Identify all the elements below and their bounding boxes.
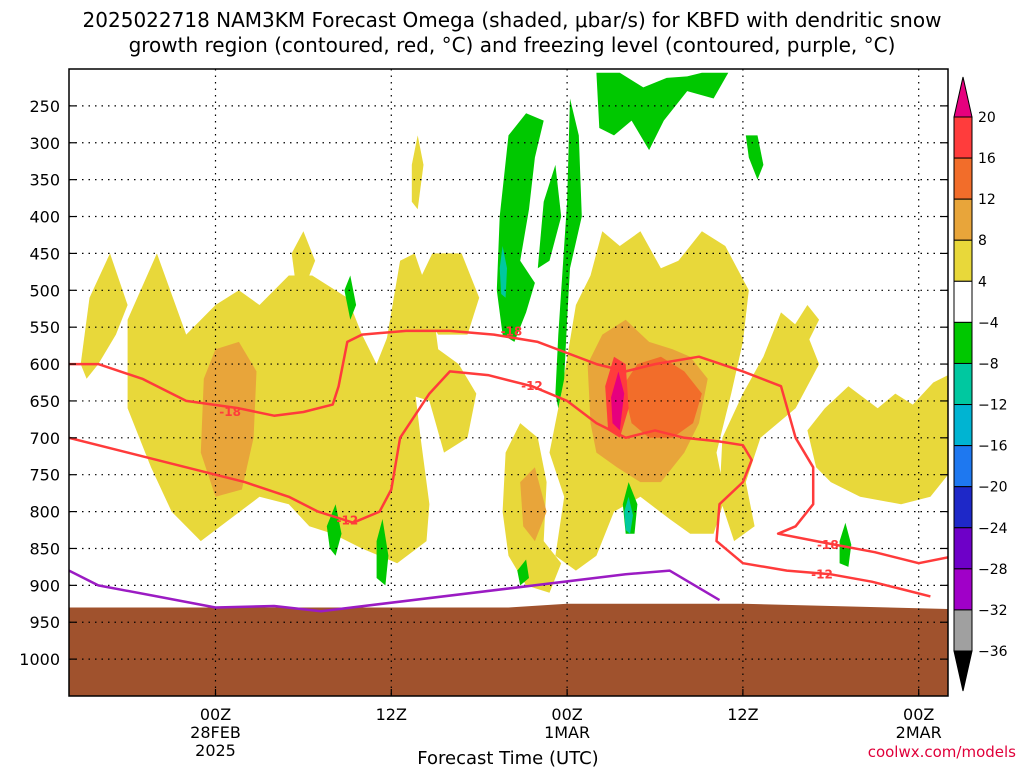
contour-label: -18 xyxy=(219,405,241,419)
colorbar-segment xyxy=(953,239,973,282)
colorbar-tick-label: −32 xyxy=(978,603,1008,619)
colorbar-tick-label: −8 xyxy=(978,356,999,372)
omega-region-up_4_8 xyxy=(80,253,128,379)
omega-region-up_4_8 xyxy=(127,253,430,564)
omega-region-up_4_8 xyxy=(382,253,477,453)
colorbar-segment xyxy=(953,609,973,652)
omega-region-up_4_8 xyxy=(411,135,424,210)
omega-region-up_4_8 xyxy=(719,312,820,542)
contour-label: -12 xyxy=(337,513,359,527)
x-tick-label: 00Z xyxy=(903,705,934,724)
colorbar-bottom-arrow xyxy=(953,650,973,692)
colorbar-tick-label: −24 xyxy=(978,521,1008,537)
colorbar: 20 16 12 8 4 −4 −8 −12 −16 −20 −24 −28 −32 −36 xyxy=(953,76,1008,692)
colorbar-tick-label: −36 xyxy=(978,644,1008,660)
y-axis: 250 300 350 400 450 500 550 600 650 700 750 800 850 9… xyxy=(19,97,948,669)
x-axis-label: Forecast Time (UTC) xyxy=(417,748,598,768)
colorbar-segment xyxy=(953,527,973,570)
y-tick-label: 450 xyxy=(29,244,60,263)
colorbar-tick-label: −16 xyxy=(978,439,1008,455)
x-tick-label: 00Z xyxy=(200,705,231,724)
colorbar-segment xyxy=(953,157,973,200)
y-tick-label: 700 xyxy=(29,429,60,448)
colorbar-segment xyxy=(953,321,973,364)
omega-region-up_gt_20 xyxy=(611,371,625,431)
x-tick-label: 12Z xyxy=(727,705,758,724)
colorbar-segment xyxy=(953,404,973,447)
contour-line xyxy=(69,569,721,613)
y-tick-label: 550 xyxy=(29,318,60,337)
y-tick-label: 500 xyxy=(29,281,60,300)
colorbar-tick-label: −28 xyxy=(978,562,1008,578)
omega-region-down_8_12 xyxy=(624,496,633,534)
contour-line xyxy=(69,329,948,565)
y-tick-label: 950 xyxy=(29,613,60,632)
plot-frame xyxy=(68,68,949,697)
colorbar-segment xyxy=(953,198,973,241)
x-tick-label: 2025 xyxy=(195,741,236,760)
colorbar-top-arrow xyxy=(953,76,973,118)
omega-region-up_8_12 xyxy=(200,341,257,497)
contour-label: -18 xyxy=(501,325,523,339)
omega-region-up_4_8 xyxy=(414,253,480,335)
omega-region-up_12_16 xyxy=(622,356,702,438)
y-tick-label: 250 xyxy=(29,97,60,116)
title-line-2: growth region (contoured, red, °C) and f… xyxy=(129,33,896,57)
plot-area: -18 -12 -18 -12 -18 -12 xyxy=(69,69,948,696)
surface-terrain xyxy=(69,603,948,696)
omega-region-down_8_12 xyxy=(499,246,507,298)
colorbar-tick-label: 20 xyxy=(978,110,996,126)
y-tick-label: 900 xyxy=(29,576,60,595)
omega-region-down_4_8 xyxy=(745,135,764,180)
y-tick-label: 300 xyxy=(29,134,60,153)
omega-region-up_4_8 xyxy=(783,305,820,365)
colorbar-tick-label: 16 xyxy=(978,151,996,167)
colorbar-tick-label: 4 xyxy=(978,274,987,290)
omega-region-up_4_8 xyxy=(807,375,948,505)
colorbar-segment xyxy=(953,568,973,611)
x-tick-label: 1MAR xyxy=(544,723,590,742)
y-tick-label: 650 xyxy=(29,392,60,411)
omega-region-up_8_12 xyxy=(520,467,547,542)
x-tick-label: 12Z xyxy=(376,705,407,724)
y-tick-label: 400 xyxy=(29,208,60,227)
colorbar-tick-label: 8 xyxy=(978,233,987,249)
y-tick-label: 750 xyxy=(29,466,60,485)
x-tick-label: 2MAR xyxy=(896,723,942,742)
y-tick-label: 850 xyxy=(29,539,60,558)
contour-line xyxy=(69,370,931,598)
chart-title: 2025022718 NAM3KM Forecast Omega (shaded… xyxy=(83,8,942,57)
title-line-1: 2025022718 NAM3KM Forecast Omega (shaded… xyxy=(83,8,942,32)
colorbar-segment xyxy=(953,116,973,159)
omega-region-down_4_8 xyxy=(496,113,544,342)
colorbar-segment xyxy=(953,445,973,488)
colorbar-segment xyxy=(953,486,973,529)
x-tick-label: 28FEB xyxy=(190,723,241,742)
omega-region-down_4_8 xyxy=(344,275,357,320)
y-tick-label: 350 xyxy=(29,171,60,190)
omega-region-down_4_8 xyxy=(555,98,582,409)
omega-region-down_4_8 xyxy=(596,72,729,151)
omega-region-down_4_8 xyxy=(839,522,852,567)
colorbar-tick-label: −20 xyxy=(978,480,1008,496)
contour-label: -12 xyxy=(521,379,543,393)
contour-label: -18 xyxy=(817,538,839,552)
credit-text: coolwx.com/models xyxy=(868,743,1016,761)
y-tick-label: 800 xyxy=(29,503,60,522)
colorbar-tick-label: 12 xyxy=(978,192,996,208)
omega-region-up_4_8 xyxy=(291,231,316,291)
colorbar-segment xyxy=(953,280,973,323)
x-tick-label: 00Z xyxy=(551,705,582,724)
colorbar-tick-label: −4 xyxy=(978,315,999,331)
colorbar-segment xyxy=(953,362,973,406)
y-tick-label: 600 xyxy=(29,355,60,374)
y-tick-label: 1000 xyxy=(19,650,60,669)
omega-region-down_4_8 xyxy=(517,559,529,586)
colorbar-tick-label: −12 xyxy=(978,398,1008,414)
omega-region-down_4_8 xyxy=(376,519,389,586)
omega-region-down_4_8 xyxy=(537,164,562,269)
contour-label: -12 xyxy=(811,567,833,581)
